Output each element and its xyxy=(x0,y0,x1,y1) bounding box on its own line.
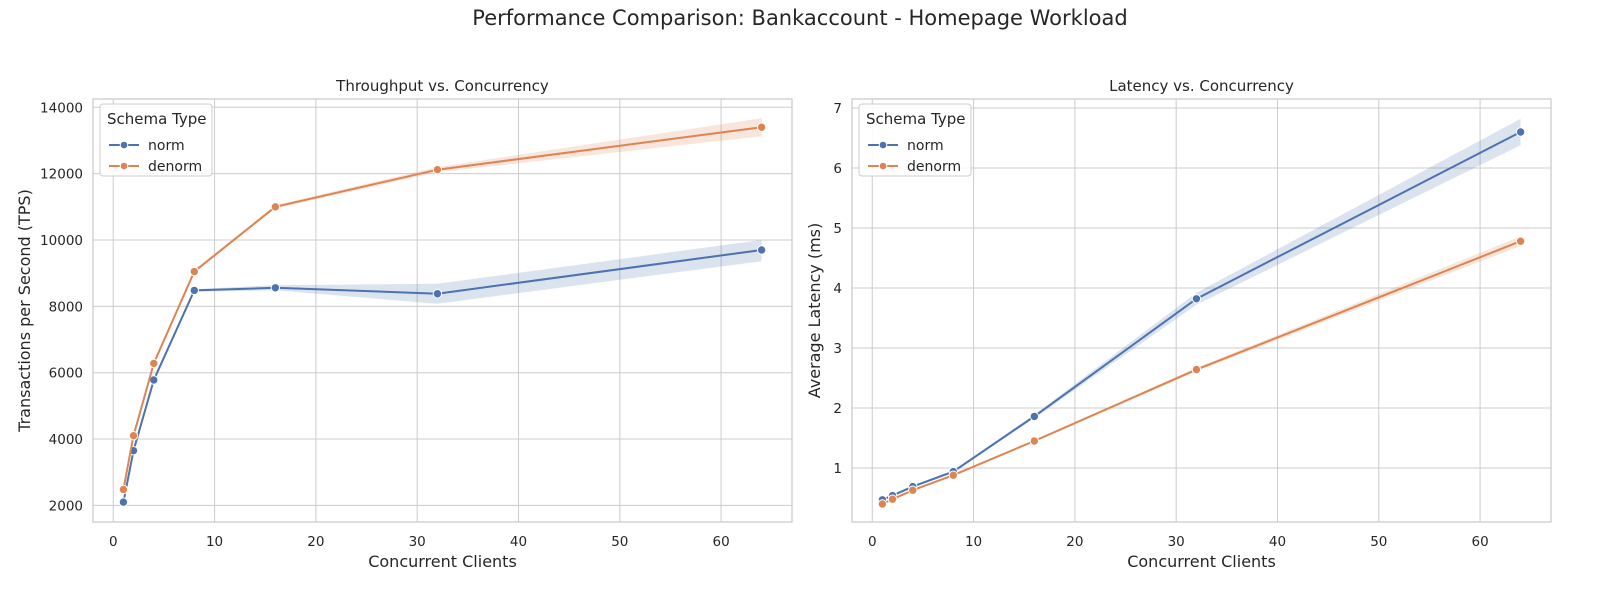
data-point-norm xyxy=(432,289,443,299)
figure-title: Performance Comparison: Bankaccount - Ho… xyxy=(472,6,1128,30)
data-point-norm xyxy=(756,245,767,255)
y-tick-label: 1 xyxy=(833,461,842,477)
data-point-denorm xyxy=(432,164,443,175)
x-tick-label: 50 xyxy=(611,534,628,550)
chart-panel-1: 0 10 20 30 40 50 60 2000 4000 6000 8000 10000 12000 1… xyxy=(15,77,793,571)
confidence-band-norm xyxy=(123,240,762,504)
x-tick-label: 40 xyxy=(1269,534,1286,550)
y-tick-label: 7 xyxy=(833,101,842,117)
legend-label-denorm: denorm xyxy=(907,159,961,175)
legend-marker-norm xyxy=(119,140,129,150)
y-tick-label: 3 xyxy=(833,341,842,357)
panel-title: Throughput vs. Concurrency xyxy=(335,77,549,95)
y-tick-label: 6 xyxy=(833,161,842,177)
x-tick-label: 50 xyxy=(1370,534,1387,550)
data-point-denorm xyxy=(189,266,200,277)
legend-marker-denorm xyxy=(878,161,888,171)
x-tick-label: 60 xyxy=(712,534,729,550)
y-tick-label: 8000 xyxy=(49,299,83,315)
plot-frame xyxy=(92,98,793,523)
x-tick-label: 0 xyxy=(109,534,118,550)
y-tick-label: 14000 xyxy=(40,100,83,116)
x-tick-label: 0 xyxy=(868,534,877,550)
y-tick-label: 5 xyxy=(833,221,842,237)
y-tick-label: 2000 xyxy=(49,498,83,514)
y-tick-label: 2 xyxy=(833,401,842,417)
plot-frame xyxy=(851,98,1552,523)
data-point-denorm xyxy=(756,122,767,132)
x-axis-label: Concurrent Clients xyxy=(368,552,517,571)
legend-marker-denorm xyxy=(119,161,129,171)
data-point-denorm xyxy=(1515,236,1526,246)
data-point-norm xyxy=(1191,294,1202,304)
legend-marker-norm xyxy=(878,140,888,150)
x-axis-label: Concurrent Clients xyxy=(1127,552,1276,571)
data-point-norm xyxy=(118,497,129,507)
y-tick-label: 6000 xyxy=(49,366,83,382)
data-point-denorm xyxy=(877,499,888,509)
data-point-denorm xyxy=(270,202,281,212)
legend: Schema Type norm denorm xyxy=(99,103,213,177)
x-tick-label: 30 xyxy=(409,534,426,550)
panel-title: Latency vs. Concurrency xyxy=(1109,77,1294,95)
y-axis-label: Transactions per Second (TPS) xyxy=(15,189,34,433)
y-tick-label: 4 xyxy=(833,281,842,297)
series-line-denorm xyxy=(122,126,762,490)
legend: Schema Type norm denorm xyxy=(858,103,972,177)
x-tick-label: 60 xyxy=(1471,534,1488,550)
y-tick-label: 10000 xyxy=(40,233,83,249)
chart-panel-2: 0 10 20 30 40 50 60 1 2 3 4 5 6 7 Latency vs. Concurre… xyxy=(805,77,1552,571)
x-tick-label: 10 xyxy=(965,534,982,550)
y-axis-label: Average Latency (ms) xyxy=(805,223,824,399)
data-point-denorm xyxy=(118,484,129,495)
data-point-denorm xyxy=(887,494,898,504)
x-tick-label: 10 xyxy=(206,534,223,550)
data-point-norm xyxy=(1515,127,1526,137)
data-point-norm xyxy=(1029,411,1040,422)
data-point-norm xyxy=(189,285,200,296)
data-point-denorm xyxy=(908,485,918,495)
data-point-denorm xyxy=(1029,436,1040,446)
x-tick-label: 40 xyxy=(510,534,527,550)
legend-label-norm: norm xyxy=(907,138,944,154)
confidence-band-norm xyxy=(882,118,1521,502)
legend-title: Schema Type xyxy=(866,110,966,128)
y-tick-label: 4000 xyxy=(49,432,83,448)
x-tick-label: 20 xyxy=(307,534,324,550)
data-point-norm xyxy=(270,283,281,293)
legend-label-denorm: denorm xyxy=(148,159,202,175)
y-tick-label: 12000 xyxy=(40,167,83,183)
legend-title: Schema Type xyxy=(107,110,207,128)
data-point-denorm xyxy=(149,358,159,369)
x-tick-label: 30 xyxy=(1168,534,1185,550)
x-tick-label: 20 xyxy=(1066,534,1083,550)
data-point-denorm xyxy=(128,431,139,441)
legend-label-norm: norm xyxy=(148,138,185,154)
legend-box xyxy=(99,103,213,177)
data-point-denorm xyxy=(1191,364,1202,375)
legend-box xyxy=(858,103,972,177)
data-point-denorm xyxy=(948,470,959,480)
